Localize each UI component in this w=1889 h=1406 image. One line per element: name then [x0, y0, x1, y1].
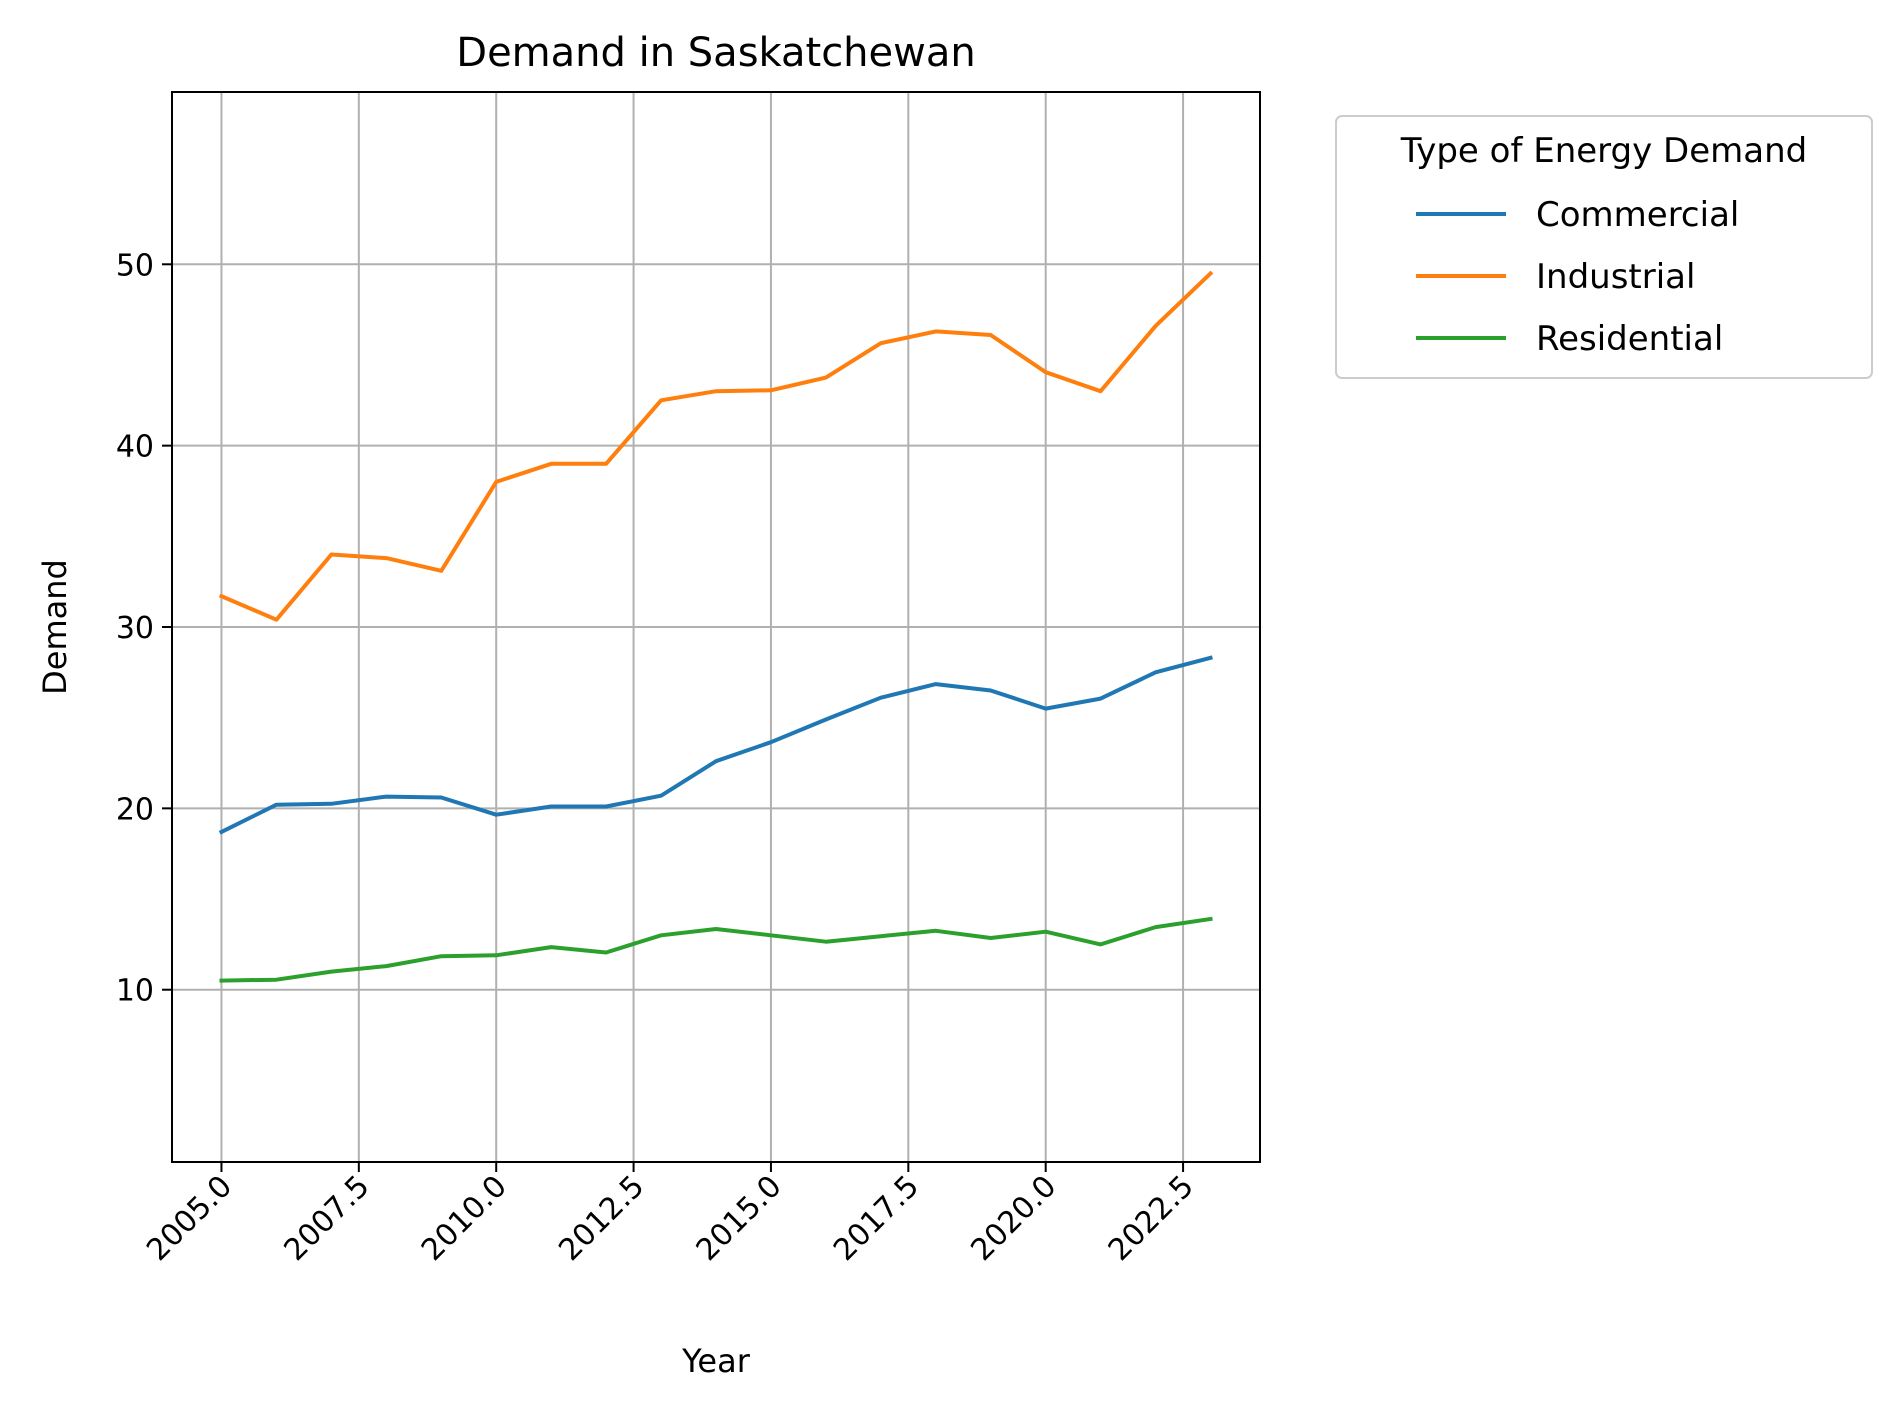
x-axis-ticks: 2005.0 2007.5 2010.0 2012.5 2015.0 2017.5 2020… [140, 1162, 1201, 1268]
y-tick-label: 20 [116, 792, 154, 827]
legend-box [1335, 115, 1873, 379]
x-tick-label: 2015.0 [690, 1169, 789, 1268]
legend-label-industrial: Industrial [1536, 257, 1695, 297]
y-tick-label: 10 [116, 974, 154, 1009]
y-tick-label: 40 [116, 430, 154, 465]
x-axis-title: Year [681, 1342, 751, 1380]
x-tick-label: 2022.5 [1102, 1169, 1201, 1268]
grid [172, 92, 1260, 1162]
x-tick-label: 2020.0 [964, 1169, 1063, 1268]
series-line-residential [219, 916, 1213, 983]
x-tick-label: 2012.5 [552, 1169, 651, 1268]
x-tick-label: 2007.5 [278, 1169, 377, 1268]
chart-title: Demand in Saskatchewan [456, 30, 975, 76]
legend-label-commercial: Commercial [1536, 195, 1739, 235]
legend-title: Type of Energy Demand [1400, 131, 1808, 171]
series-line-industrial [218, 270, 1214, 622]
y-tick-label: 30 [116, 611, 154, 646]
legend-label-residential: Residential [1536, 319, 1723, 359]
y-axis-ticks: 10 20 30 40 50 [116, 248, 172, 1009]
x-tick-label: 2017.5 [827, 1169, 926, 1268]
x-tick-label: 2005.0 [140, 1169, 239, 1268]
legend: Type of Energy Demand Commercial Industri… [1335, 115, 1873, 379]
series-line-commercial [218, 655, 1213, 835]
x-tick-label: 2010.0 [415, 1169, 514, 1268]
y-tick-label: 50 [116, 248, 154, 283]
y-axis-title: Demand [36, 559, 74, 695]
series-lines [218, 270, 1214, 983]
